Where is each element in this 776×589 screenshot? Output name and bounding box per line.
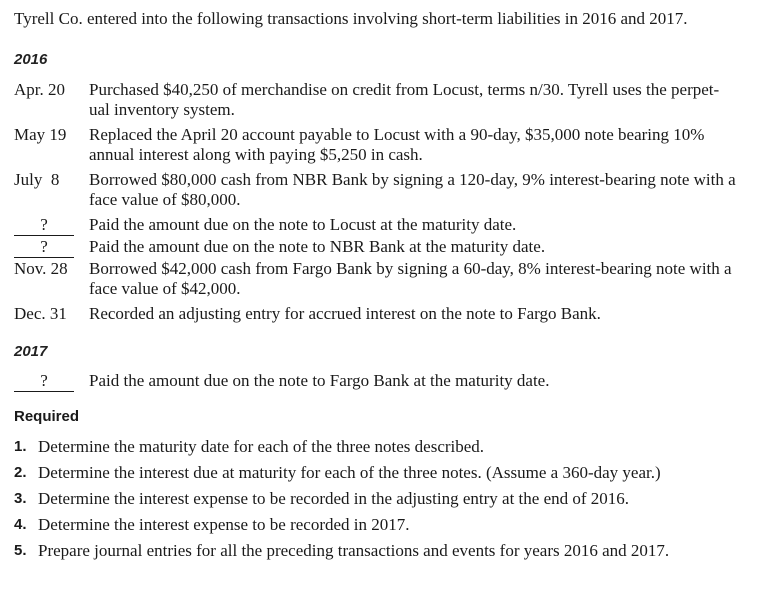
required-item-text: Determine the interest expense to be rec…: [38, 489, 630, 508]
transaction-description: Paid the amount due on the note to NBR B…: [89, 237, 771, 257]
year-heading-2017: 2017: [14, 343, 48, 360]
transaction-description: Paid the amount due on the note to Locus…: [89, 215, 771, 235]
description-line: Paid the amount due on the note to Locus…: [89, 215, 517, 234]
required-list: 1. Determine the maturity date for each …: [14, 437, 774, 567]
description-line: Paid the amount due on the note to NBR B…: [89, 237, 546, 256]
description-line: Purchased $40,250 of merchandise on cred…: [89, 80, 720, 99]
description-line: face value of $42,000.: [89, 279, 241, 298]
transaction-date: July 8: [14, 170, 60, 189]
required-item-text: Prepare journal entries for all the prec…: [38, 541, 670, 560]
description-line: ual inventory system.: [89, 100, 235, 119]
required-item-number: 3.: [14, 490, 27, 507]
required-item-text: Determine the interest due at maturity f…: [38, 463, 661, 482]
required-item: 1. Determine the maturity date for each …: [14, 437, 774, 463]
required-item: 4. Determine the interest expense to be …: [14, 515, 774, 541]
blank-date: ?: [14, 237, 74, 258]
description-line: Recorded an adjusting entry for accrued …: [89, 304, 601, 323]
transaction-description: Purchased $40,250 of merchandise on cred…: [89, 80, 771, 120]
required-item-text: Determine the interest expense to be rec…: [38, 515, 410, 534]
transaction-date: Apr. 20: [14, 80, 65, 99]
description-line: Paid the amount due on the note to Fargo…: [89, 371, 550, 390]
blank-date: ?: [14, 215, 74, 236]
transaction-description: Borrowed $42,000 cash from Fargo Bank by…: [89, 259, 771, 299]
required-item: 5. Prepare journal entries for all the p…: [14, 541, 774, 567]
required-item-number: 1.: [14, 438, 27, 455]
required-heading: Required: [14, 408, 80, 425]
transaction-description: Borrowed $80,000 cash from NBR Bank by s…: [89, 170, 771, 210]
blank-date: ?: [14, 371, 74, 392]
transaction-description: Paid the amount due on the note to Fargo…: [89, 371, 771, 391]
required-item-number: 4.: [14, 516, 27, 533]
transaction-date: Nov. 28: [14, 259, 68, 278]
transaction-description: Replaced the April 20 account payable to…: [89, 125, 771, 165]
transaction-description: Recorded an adjusting entry for accrued …: [89, 304, 771, 324]
transaction-date: May 19: [14, 125, 67, 144]
transaction-date: Dec. 31: [14, 304, 67, 323]
year-heading-2016: 2016: [14, 51, 48, 68]
description-line: Replaced the April 20 account payable to…: [89, 125, 705, 144]
required-item: 3. Determine the interest expense to be …: [14, 489, 774, 515]
problem-intro: Tyrell Co. entered into the following tr…: [14, 9, 688, 28]
description-line: annual interest along with paying $5,250…: [89, 145, 423, 164]
required-item-text: Determine the maturity date for each of …: [38, 437, 485, 456]
description-line: face value of $80,000.: [89, 190, 241, 209]
description-line: Borrowed $80,000 cash from NBR Bank by s…: [89, 170, 736, 189]
required-item-number: 5.: [14, 542, 27, 559]
description-line: Borrowed $42,000 cash from Fargo Bank by…: [89, 259, 732, 278]
required-item: 2. Determine the interest due at maturit…: [14, 463, 774, 489]
required-item-number: 2.: [14, 464, 27, 481]
